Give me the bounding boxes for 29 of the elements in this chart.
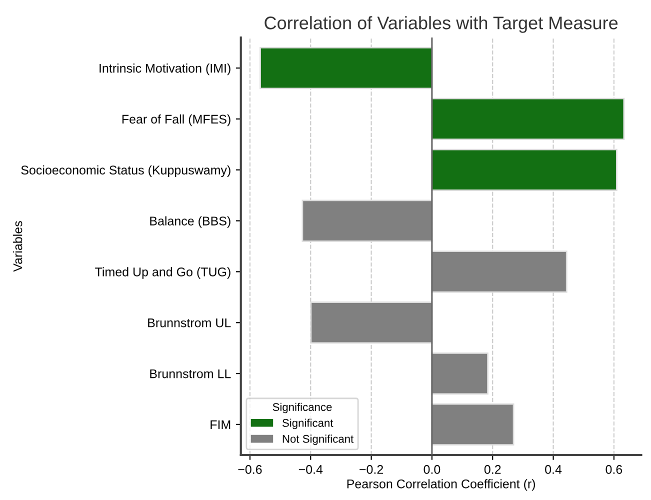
x-tick-label: 0.0 — [424, 465, 440, 474]
legend-title: Significance — [272, 402, 332, 414]
x-tick-label: 0.6 — [606, 465, 622, 474]
y-tick-label: Brunnstrom UL — [148, 318, 231, 328]
bar — [431, 250, 568, 293]
bar — [431, 148, 618, 191]
y-tick-label: Intrinsic Motivation (IMI) — [100, 64, 230, 76]
y-tick-label: Fear of Fall (MFES) — [122, 114, 230, 126]
bar — [431, 352, 488, 395]
bar — [431, 403, 514, 446]
x-tick-label: −0.2 — [360, 465, 384, 474]
bar — [310, 302, 433, 344]
x-tick-label: −0.4 — [298, 465, 323, 474]
y-tick-label: Balance (BBS) — [150, 216, 230, 228]
x-axis-title: Pearson Correlation Coefficient (r) — [347, 479, 536, 491]
x-tick-label: −0.6 — [238, 465, 262, 474]
legend-label: Significant — [282, 418, 334, 430]
x-tick-label: 0.4 — [545, 465, 562, 474]
bar — [302, 200, 433, 242]
chart-title: Correlation of Variables with Target Measure — [264, 16, 618, 33]
bar — [260, 46, 433, 90]
y-axis-title: Variables — [13, 221, 22, 272]
y-tick-label: Timed Up and Go (TUG) — [95, 267, 230, 279]
legend-label: Not Significant — [282, 434, 354, 445]
x-tick-label: 0.2 — [484, 465, 501, 474]
y-tick-label: Brunnstrom LL — [150, 369, 231, 378]
bar — [431, 98, 625, 140]
y-tick-label: FIM — [210, 420, 230, 429]
y-tick-label: Socioeconomic Status (Kuppuswamy) — [21, 165, 230, 177]
